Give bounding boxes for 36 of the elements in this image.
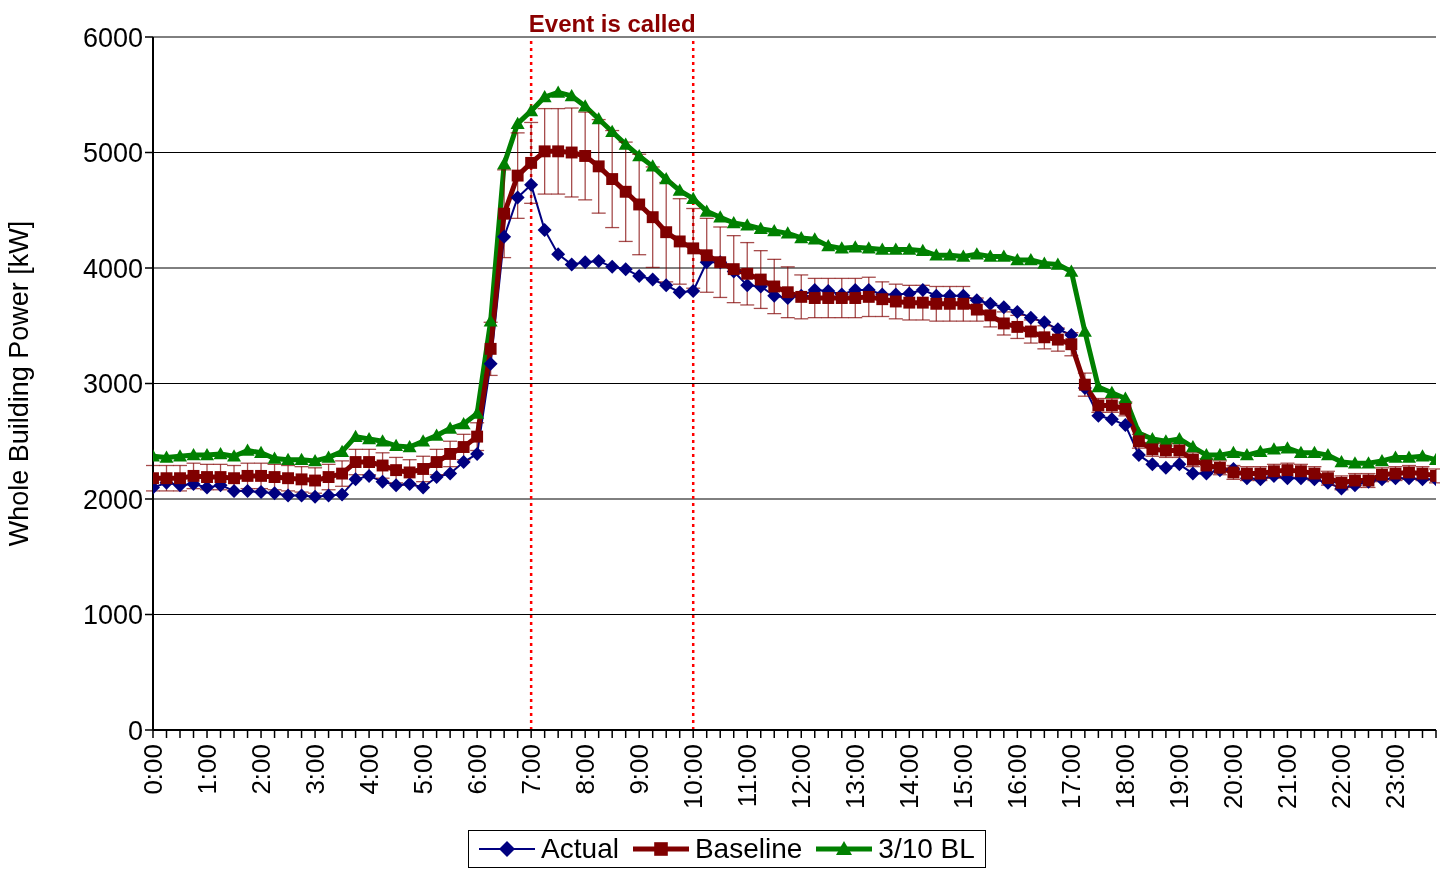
legend-label: 3/10 BL — [878, 833, 975, 865]
x-tick-label: 9:00 — [624, 744, 655, 795]
x-tick-label: 21:00 — [1272, 744, 1303, 810]
y-tick-label: 0 — [127, 715, 143, 746]
y-tick-label: 2000 — [82, 484, 143, 515]
x-tick-label: 23:00 — [1380, 744, 1411, 810]
legend-label: Baseline — [694, 833, 803, 865]
x-tick-label: 19:00 — [1164, 744, 1195, 810]
x-tick-label: 12:00 — [786, 744, 817, 810]
legend-label: Actual — [541, 833, 619, 865]
x-tick-label: 10:00 — [678, 744, 709, 810]
x-tick-label: 6:00 — [462, 744, 493, 795]
x-tick-label: 5:00 — [408, 744, 439, 795]
x-tick-label: 15:00 — [948, 744, 979, 810]
x-tick-label: 22:00 — [1326, 744, 1357, 810]
x-tick-label: 14:00 — [894, 744, 925, 810]
x-tick-label: 17:00 — [1056, 744, 1087, 810]
x-tick-label: 4:00 — [354, 744, 385, 795]
x-tick-label: 8:00 — [570, 744, 601, 795]
y-tick-label: 4000 — [82, 253, 143, 284]
y-tick-label: 3000 — [82, 369, 143, 400]
x-tick-label: 20:00 — [1218, 744, 1249, 810]
x-tick-label: 16:00 — [1002, 744, 1033, 810]
y-tick-label: 1000 — [82, 600, 143, 631]
x-tick-label: 7:00 — [516, 744, 547, 795]
x-tick-label: 0:00 — [138, 744, 168, 795]
x-tick-label: 13:00 — [840, 744, 871, 810]
x-tick-label: 2:00 — [246, 744, 277, 795]
annotation: Event is called — [528, 10, 696, 38]
x-tick-label: 18:00 — [1110, 744, 1141, 810]
x-tick-label: 1:00 — [192, 744, 223, 795]
y-tick-label: 5000 — [82, 138, 143, 169]
x-tick-label: 11:00 — [732, 744, 763, 808]
y-tick-label: 6000 — [82, 22, 143, 53]
x-tick-label: 3:00 — [300, 744, 331, 795]
y-axis-title: Whole Building Power [kW] — [3, 220, 34, 547]
